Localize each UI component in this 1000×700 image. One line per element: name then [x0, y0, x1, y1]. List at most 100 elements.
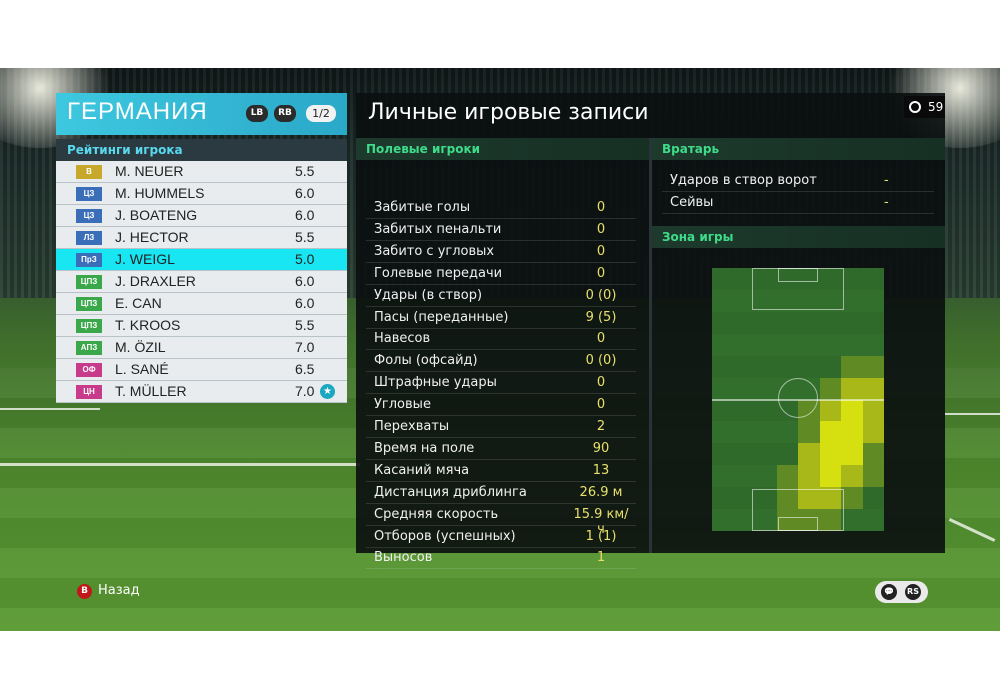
- heatmap-cell: [755, 377, 778, 401]
- heatmap-cell: [819, 311, 842, 335]
- stat-label: Перехваты: [374, 419, 450, 434]
- player-name: J. DRAXLER: [115, 273, 196, 289]
- heatmap-cell: [776, 333, 799, 357]
- heatmap-cell: [733, 311, 756, 335]
- stat-value: 0: [596, 221, 606, 237]
- stat-value: 0: [596, 265, 606, 281]
- heatmap-cell: [862, 377, 884, 401]
- stat-label: Средняя скорость: [374, 506, 499, 522]
- heatmap-cell: [841, 443, 864, 467]
- stat-value: 26.9 м: [579, 484, 623, 500]
- player-name: E. CAN: [115, 295, 162, 311]
- heatmap-cell: [712, 333, 735, 357]
- player-name: T. KROOS: [115, 317, 181, 333]
- heatmap-cell: [819, 333, 842, 357]
- heatmap-cell: [776, 487, 799, 511]
- heatmap-cell: [776, 289, 799, 313]
- stat-label: Навесов: [374, 331, 431, 347]
- heatmap-cell: [862, 465, 884, 489]
- heatmap-cell: [862, 487, 884, 511]
- lb-button[interactable]: LB: [246, 105, 268, 122]
- stat-label: Штрафные удары: [374, 375, 497, 391]
- rb-button[interactable]: RB: [274, 105, 296, 122]
- heatmap-cell: [733, 399, 756, 423]
- heatmap-cell: [841, 311, 864, 335]
- heatmap-cell: [755, 268, 778, 291]
- heatmap-cell: [841, 509, 864, 531]
- player-row[interactable]: ЦПЗ J. DRAXLER 6.0: [56, 271, 347, 293]
- position-badge: ЦПЗ: [76, 297, 102, 311]
- stat-row: Пасы (переданные) 9 (5): [366, 307, 636, 329]
- heatmap-cell: [841, 421, 864, 445]
- heatmap-cell: [712, 268, 735, 291]
- heatmap-cell: [755, 311, 778, 335]
- gk-stat-row: Сейвы -: [662, 192, 934, 214]
- heatmap-cell: [862, 289, 884, 313]
- stat-row: Забито с угловых 0: [366, 241, 636, 263]
- heatmap-cell: [712, 421, 735, 445]
- position-badge: АПЗ: [76, 341, 102, 355]
- stat-row: Штрафные удары 0: [366, 372, 636, 395]
- game-screen: ГЕРМАНИЯ LB RB 1/2 Рейтинги игрока В M. N…: [0, 68, 1000, 631]
- player-row[interactable]: ЦЗ M. HUMMELS 6.0: [56, 183, 347, 205]
- heatmap-cell: [862, 399, 884, 423]
- heatmap-cell: [819, 465, 842, 489]
- stat-row: Фолы (офсайд) 0 (0): [366, 350, 636, 373]
- heatmap-cell: [712, 355, 735, 379]
- heatmap-cell: [819, 377, 842, 401]
- stat-row: Средняя скорость 15.9 км/ч: [366, 504, 636, 537]
- rs-stick-icon[interactable]: RS: [905, 584, 921, 600]
- player-row[interactable]: АПЗ M. ÖZIL 7.0: [56, 337, 347, 359]
- stat-label: Время на поле: [374, 440, 475, 456]
- heatmap-cell: [798, 487, 821, 511]
- position-badge: ЦПЗ: [76, 275, 102, 289]
- field-players-header: Полевые игроки: [356, 138, 649, 160]
- player-row[interactable]: ЦПЗ T. KROOS 5.5: [56, 315, 347, 337]
- stat-label: Угловые: [374, 397, 431, 413]
- heatmap-cell: [798, 289, 821, 313]
- heatmap-cell: [862, 509, 884, 531]
- heatmap-cell: [733, 289, 756, 313]
- stat-value: 0: [596, 397, 606, 413]
- heatmap-pitch-line: [778, 268, 818, 282]
- player-row[interactable]: ЦН T. MÜLLER 7.0 ★: [56, 381, 347, 403]
- chat-icon[interactable]: 💬: [881, 584, 897, 600]
- clock-icon: [909, 101, 921, 113]
- player-row[interactable]: ОФ L. SANÉ 6.5: [56, 359, 347, 381]
- player-row[interactable]: ЦЗ J. BOATENG 6.0: [56, 205, 347, 227]
- heatmap-cell: [841, 465, 864, 489]
- stat-label: Голевые передачи: [374, 265, 503, 281]
- player-rating: 5.5: [295, 229, 315, 245]
- heatmap-cell: [819, 289, 842, 313]
- pitch-line: [945, 413, 1000, 415]
- stat-row: Навесов 0: [366, 328, 636, 351]
- heatmap-cell: [819, 355, 842, 379]
- player-row[interactable]: ЛЗ J. HECTOR 5.5: [56, 227, 347, 249]
- gk-stat-label: Сейвы: [670, 195, 714, 210]
- heatmap-cell: [819, 268, 842, 291]
- timer: 59: [904, 96, 945, 118]
- player-rating: 6.0: [295, 185, 315, 201]
- stat-row: Удары (в створ) 0 (0): [366, 285, 636, 307]
- heatmap-cell: [755, 289, 778, 313]
- stat-value: 0 (0): [585, 353, 617, 369]
- heatmap-cell: [798, 509, 821, 531]
- back-label: Назад: [98, 583, 140, 598]
- heatmap-cell: [819, 509, 842, 531]
- heatmap-cell: [862, 355, 884, 379]
- stat-row: Отборов (успешных) 1 (1): [366, 526, 636, 548]
- player-row[interactable]: В M. NEUER 5.5: [56, 161, 347, 183]
- player-row[interactable]: ПрЗ J. WEIGL 5.0: [56, 249, 347, 271]
- player-row[interactable]: ЦПЗ E. CAN 6.0: [56, 293, 347, 315]
- heatmap-cell: [755, 509, 778, 531]
- heatmap-cell: [776, 509, 799, 531]
- heatmap-cell: [755, 333, 778, 357]
- stat-row: Перехваты 2: [366, 416, 636, 438]
- player-rating: 5.5: [295, 163, 315, 179]
- stat-row: Забитых пенальти 0: [366, 219, 636, 241]
- heatmap-cell: [819, 421, 842, 445]
- heatmap-cell: [862, 268, 884, 291]
- player-name: M. NEUER: [115, 163, 184, 179]
- heatmap-cell: [712, 311, 735, 335]
- heatmap-cell: [776, 465, 799, 489]
